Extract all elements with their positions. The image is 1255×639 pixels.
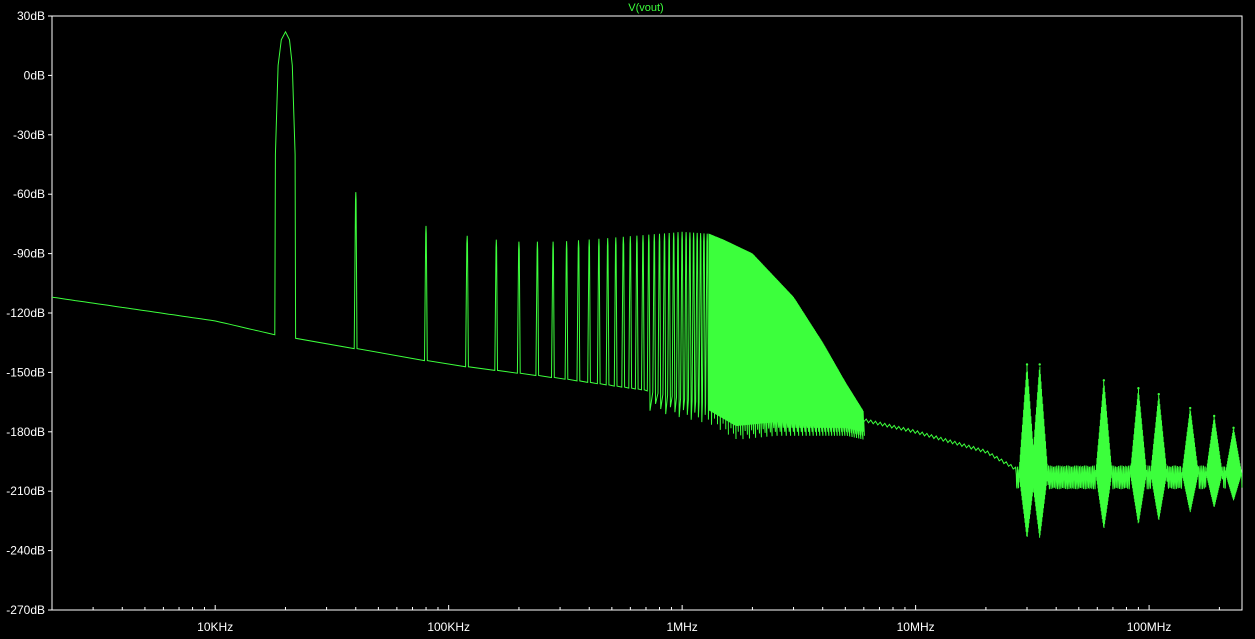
y-tick-label: -30dB bbox=[13, 128, 45, 142]
x-tick-label: 100MHz bbox=[1127, 620, 1172, 634]
y-tick-label: -210dB bbox=[6, 484, 45, 498]
y-tick-label: -240dB bbox=[6, 544, 45, 558]
y-tick-label: -60dB bbox=[13, 187, 45, 201]
x-tick-label: 10KHz bbox=[197, 620, 233, 634]
y-tick-label: -120dB bbox=[6, 306, 45, 320]
hf-burst-peak bbox=[1157, 392, 1160, 396]
hf-burst-peak bbox=[1137, 387, 1140, 390]
x-tick-label: 1MHz bbox=[666, 620, 697, 634]
hf-burst-peak bbox=[1038, 363, 1041, 366]
y-tick-label: -150dB bbox=[6, 365, 45, 379]
hf-burst-peak bbox=[1102, 379, 1106, 382]
hf-burst-peak bbox=[1025, 363, 1029, 366]
hf-burst-peak bbox=[1232, 426, 1235, 430]
hf-burst-peak bbox=[1212, 414, 1216, 418]
y-tick-label: 30dB bbox=[17, 9, 45, 23]
y-tick-label: -270dB bbox=[6, 603, 45, 617]
x-axis: 10KHz 100KHz 1MHz 10MHz 100MHz bbox=[51, 605, 1220, 634]
trace-vout bbox=[51, 30, 1243, 538]
y-tick-label: 0dB bbox=[24, 68, 45, 82]
y-tick-label: -90dB bbox=[13, 247, 45, 261]
x-tick-label: 100KHz bbox=[427, 620, 470, 634]
x-tick-label: 10MHz bbox=[897, 620, 935, 634]
harmonic-cluster-fill bbox=[708, 233, 864, 427]
y-tick-label: -180dB bbox=[6, 425, 45, 439]
y-axis: 30dB 0dB -30dB -60dB -90dB -120dB -150dB -180dB… bbox=[6, 9, 52, 617]
plot-frame bbox=[51, 15, 1243, 611]
chart-title: V(vout) bbox=[628, 2, 663, 14]
trace-line bbox=[51, 30, 1243, 538]
hf-burst-peak bbox=[1189, 406, 1192, 410]
